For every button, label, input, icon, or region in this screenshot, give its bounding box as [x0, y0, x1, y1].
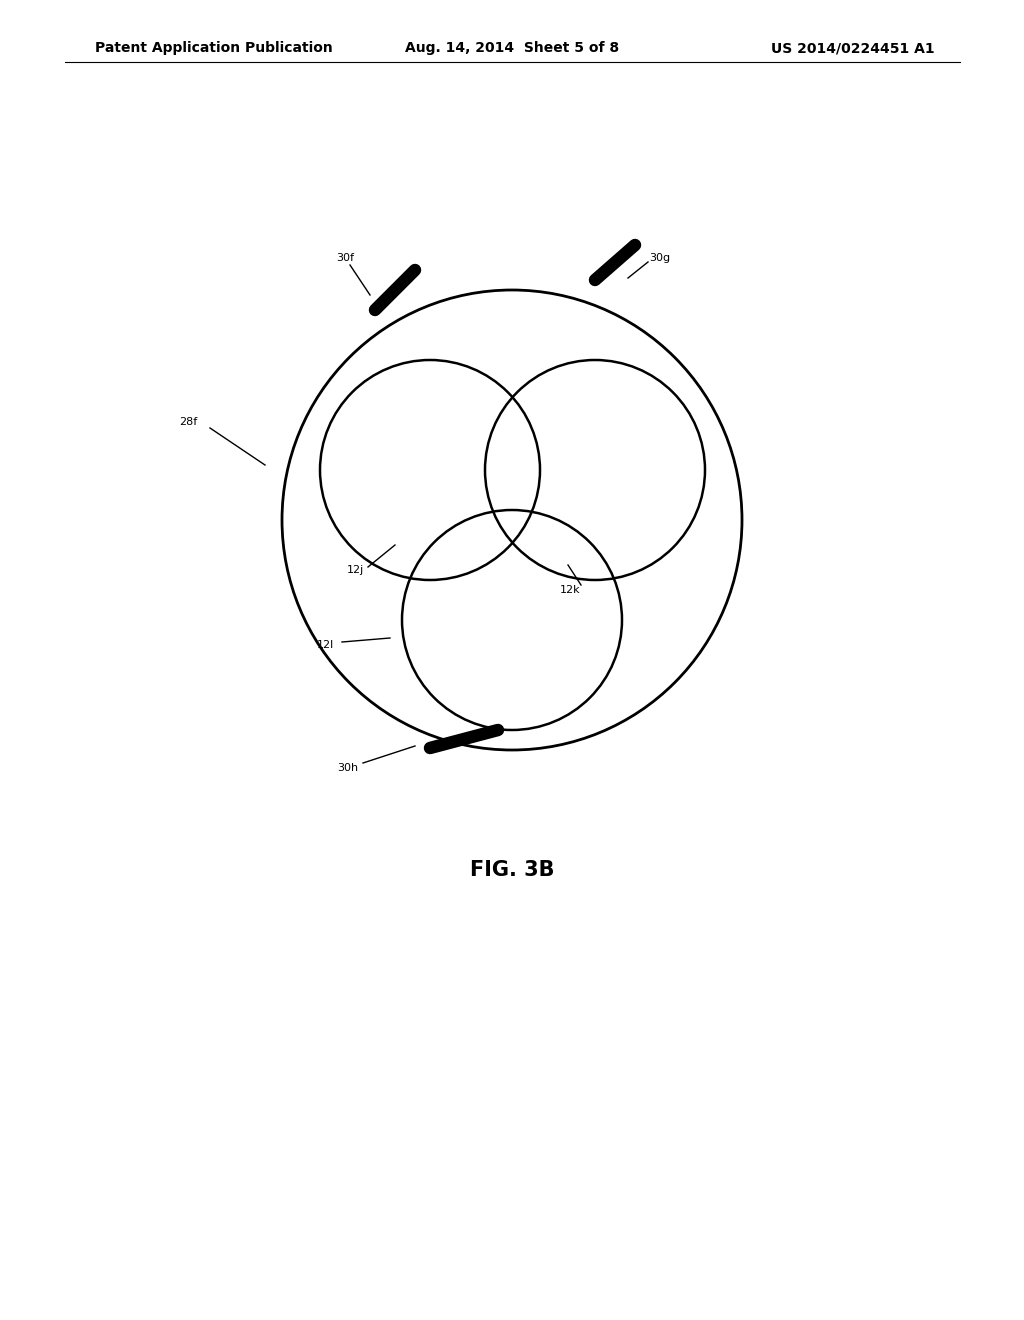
- Text: 30h: 30h: [338, 763, 358, 774]
- Text: 12k: 12k: [560, 585, 581, 595]
- Text: US 2014/0224451 A1: US 2014/0224451 A1: [771, 41, 935, 55]
- Text: 28f: 28f: [179, 417, 198, 426]
- Text: 12l: 12l: [316, 640, 334, 649]
- Text: 30g: 30g: [649, 253, 671, 263]
- Text: 12j: 12j: [346, 565, 364, 576]
- Text: FIG. 3B: FIG. 3B: [470, 861, 554, 880]
- Text: 30f: 30f: [336, 253, 354, 263]
- Text: Aug. 14, 2014  Sheet 5 of 8: Aug. 14, 2014 Sheet 5 of 8: [404, 41, 620, 55]
- Text: Patent Application Publication: Patent Application Publication: [95, 41, 333, 55]
